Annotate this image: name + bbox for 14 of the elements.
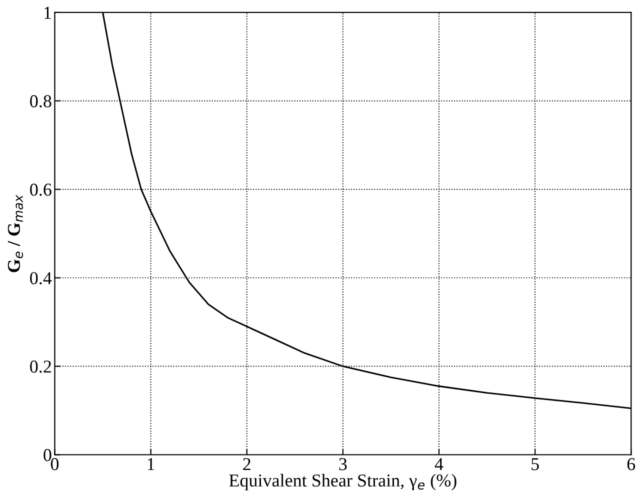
x-tick-label: 5 bbox=[532, 458, 539, 470]
x-axis-title: Equivalent Shear Strain, γ$_{e}$ (%) bbox=[229, 474, 456, 490]
y-tick-label: 0.4 bbox=[30, 272, 52, 284]
y-tick-label: 0.6 bbox=[30, 184, 52, 196]
y-tick-label: 1 bbox=[44, 6, 51, 19]
y-tick-label: 0.2 bbox=[30, 360, 51, 373]
y-tick-label: 0 bbox=[44, 449, 52, 462]
x-tick-label: 3 bbox=[339, 458, 347, 470]
x-tick-label: 4 bbox=[434, 458, 444, 470]
x-tick-label: 2 bbox=[243, 458, 250, 470]
x-tick-label: 6 bbox=[627, 458, 636, 470]
y-tick-label: 0.8 bbox=[30, 95, 52, 108]
x-tick-label: 1 bbox=[148, 458, 154, 470]
y-axis-title: G$_{e}$ / G$_{max}$ bbox=[8, 194, 23, 272]
